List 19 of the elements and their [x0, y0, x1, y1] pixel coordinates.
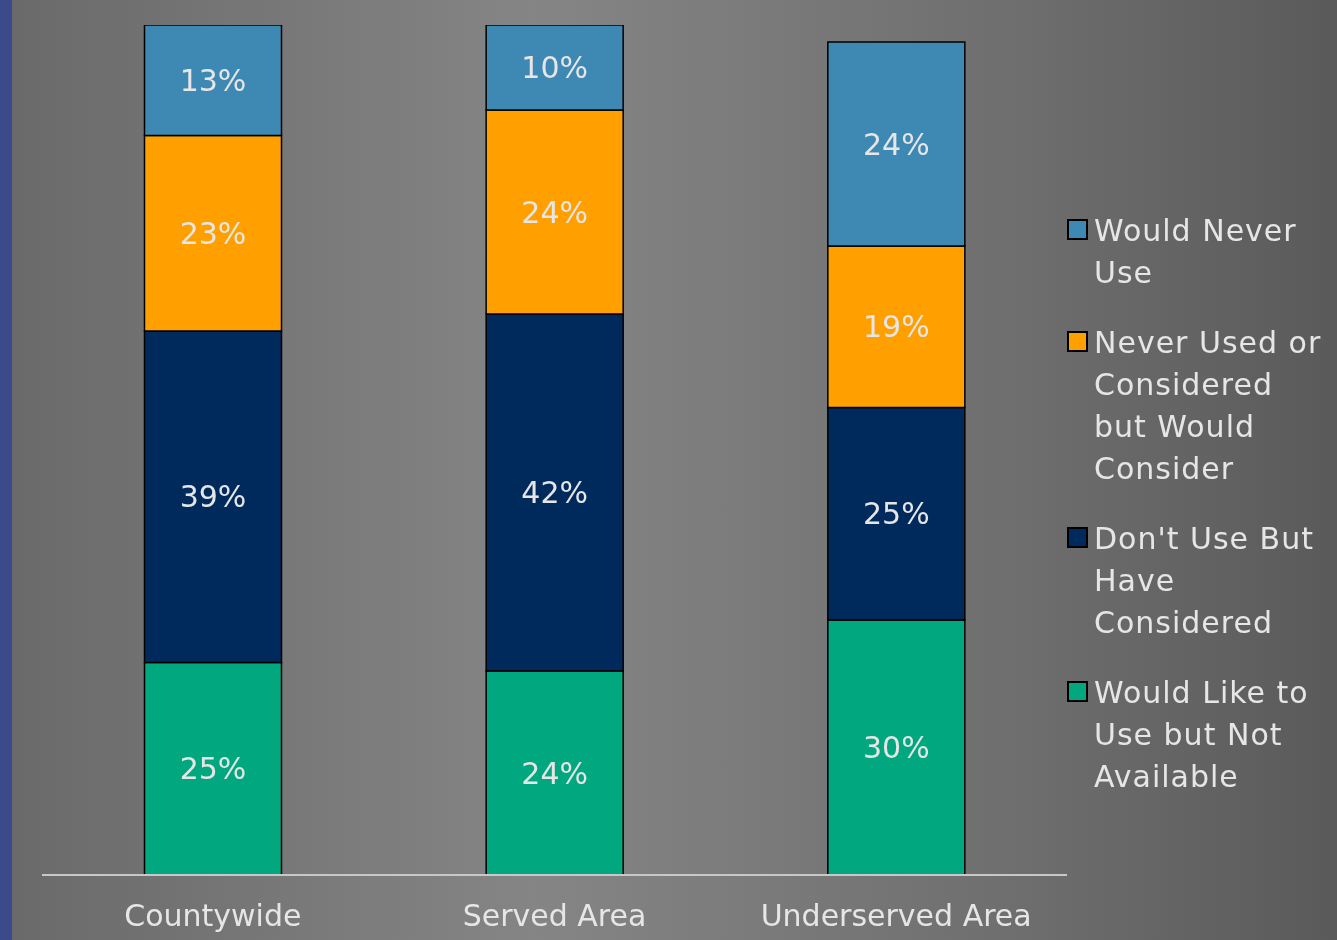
data-label: 25%	[179, 751, 247, 787]
data-label: 19%	[862, 309, 930, 345]
data-label: 39%	[179, 479, 247, 515]
x-tick-label: Served Area	[462, 898, 647, 934]
data-label: 23%	[179, 215, 247, 251]
legend-label: Never Used or Considered but Would Consider	[1094, 324, 1323, 488]
x-tick-label: Countywide	[124, 898, 302, 934]
data-label: 30%	[862, 730, 930, 765]
legend-label: Would Like to Use but Not Available	[1094, 674, 1310, 796]
data-label: 10%	[521, 50, 589, 85]
legend-label: Would Never Use	[1094, 212, 1298, 292]
legend-label: Don't Use But Have Considered	[1094, 520, 1315, 642]
data-label: 24%	[862, 126, 930, 162]
data-label: 42%	[521, 475, 589, 510]
data-label: 24%	[521, 194, 589, 230]
x-tick-label: Underserved Area	[760, 898, 1032, 934]
data-label: 24%	[521, 755, 589, 791]
data-label: 13%	[179, 62, 247, 98]
data-label: 25%	[862, 496, 930, 532]
